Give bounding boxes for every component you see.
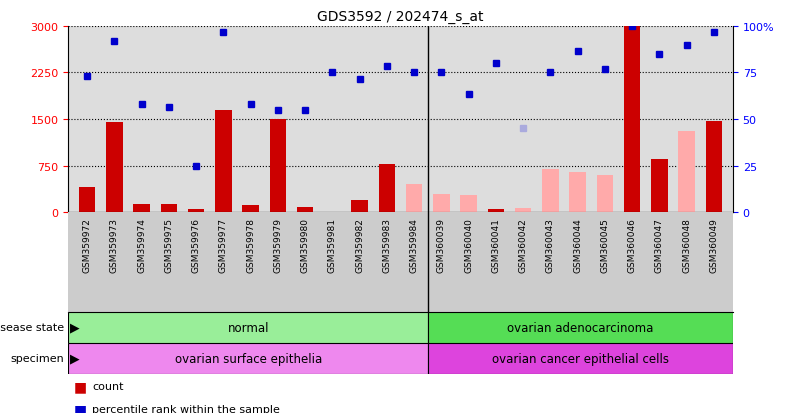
Bar: [270, 120, 286, 213]
Text: GDS3592 / 202474_s_at: GDS3592 / 202474_s_at: [317, 10, 484, 24]
Bar: [515, 209, 531, 213]
Bar: [406, 185, 422, 213]
Text: specimen: specimen: [10, 353, 64, 363]
Bar: [134, 205, 150, 213]
Bar: [570, 173, 586, 213]
Bar: [597, 176, 613, 213]
Text: GSM359979: GSM359979: [273, 218, 283, 273]
Text: GSM359978: GSM359978: [246, 218, 256, 273]
Text: GSM360039: GSM360039: [437, 218, 446, 273]
Bar: [68, 343, 429, 374]
Text: ▶: ▶: [70, 321, 79, 334]
Text: disease state: disease state: [0, 322, 64, 332]
Text: GSM359973: GSM359973: [110, 218, 119, 273]
Bar: [161, 205, 177, 213]
Text: GSM360045: GSM360045: [601, 218, 610, 273]
Text: GSM359981: GSM359981: [328, 218, 337, 273]
Text: GSM360046: GSM360046: [628, 218, 637, 273]
Bar: [107, 123, 123, 213]
Bar: [678, 132, 694, 213]
Text: GSM359972: GSM359972: [83, 218, 91, 273]
Bar: [68, 312, 429, 343]
Text: ▶: ▶: [70, 352, 79, 365]
Bar: [461, 195, 477, 213]
Bar: [188, 210, 204, 213]
Text: GSM359974: GSM359974: [137, 218, 146, 273]
Bar: [215, 110, 231, 213]
Text: GSM360042: GSM360042: [518, 218, 528, 272]
Bar: [706, 121, 722, 213]
Text: GSM359982: GSM359982: [355, 218, 364, 273]
Text: GSM360047: GSM360047: [655, 218, 664, 273]
Bar: [433, 194, 449, 213]
Text: GSM360048: GSM360048: [682, 218, 691, 273]
Text: GSM359975: GSM359975: [164, 218, 173, 273]
Bar: [651, 160, 667, 213]
Text: GSM359984: GSM359984: [409, 218, 419, 273]
Bar: [429, 312, 733, 343]
Bar: [624, 27, 640, 213]
Text: GSM360040: GSM360040: [464, 218, 473, 273]
Text: GSM359976: GSM359976: [191, 218, 200, 273]
Bar: [542, 169, 558, 213]
Bar: [352, 200, 368, 213]
Text: percentile rank within the sample: percentile rank within the sample: [92, 404, 280, 413]
Bar: [297, 207, 313, 213]
Text: ■: ■: [74, 402, 87, 413]
Text: GSM360044: GSM360044: [573, 218, 582, 272]
Text: normal: normal: [227, 321, 269, 334]
Bar: [488, 210, 504, 213]
Text: count: count: [92, 381, 123, 391]
Text: GSM360043: GSM360043: [545, 218, 555, 273]
Text: ovarian surface epithelia: ovarian surface epithelia: [175, 352, 322, 365]
Text: GSM359980: GSM359980: [300, 218, 310, 273]
Text: GSM359983: GSM359983: [382, 218, 392, 273]
Text: ■: ■: [74, 379, 87, 393]
Text: GSM359977: GSM359977: [219, 218, 228, 273]
Text: GSM360049: GSM360049: [710, 218, 718, 273]
Bar: [379, 164, 395, 213]
Text: ovarian adenocarcinoma: ovarian adenocarcinoma: [507, 321, 654, 334]
Bar: [429, 343, 733, 374]
Text: GSM360041: GSM360041: [491, 218, 501, 273]
Text: ovarian cancer epithelial cells: ovarian cancer epithelial cells: [492, 352, 669, 365]
Bar: [79, 188, 95, 213]
Bar: [243, 205, 259, 213]
